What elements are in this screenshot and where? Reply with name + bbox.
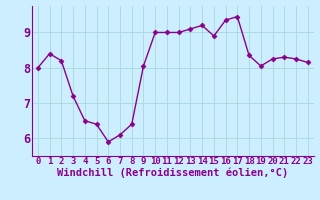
X-axis label: Windchill (Refroidissement éolien,°C): Windchill (Refroidissement éolien,°C)	[57, 168, 288, 178]
